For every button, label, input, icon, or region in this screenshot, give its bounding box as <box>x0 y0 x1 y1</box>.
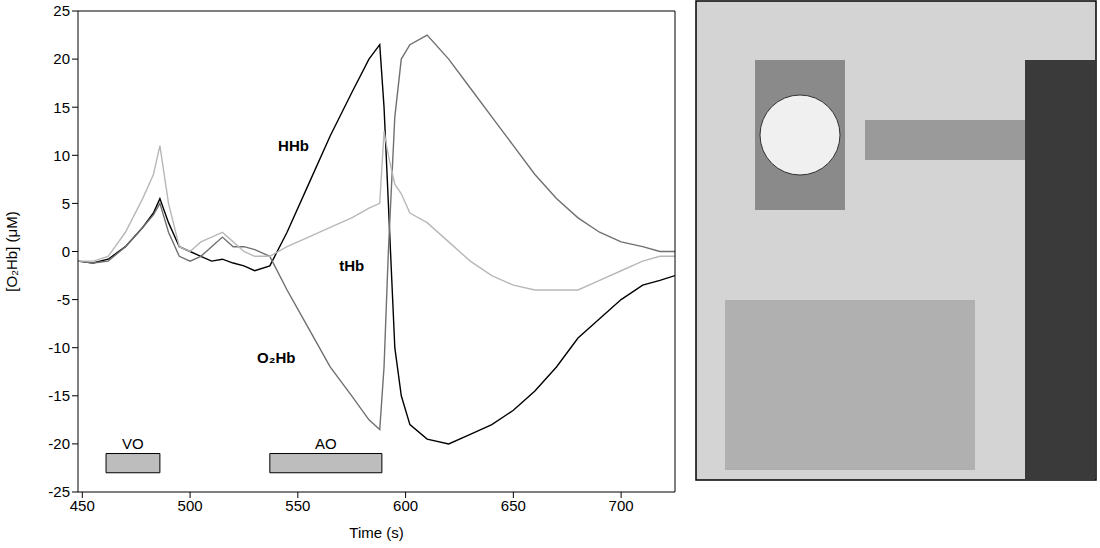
svg-text:-10: -10 <box>48 339 70 356</box>
svg-text:VO: VO <box>122 435 144 452</box>
svg-text:600: 600 <box>393 497 418 514</box>
svg-text:450: 450 <box>70 497 95 514</box>
svg-text:15: 15 <box>53 99 70 116</box>
svg-text:550: 550 <box>285 497 310 514</box>
svg-text:700: 700 <box>609 497 634 514</box>
svg-text:0: 0 <box>62 243 70 260</box>
svg-text:O₂Hb: O₂Hb <box>257 349 295 366</box>
svg-text:Time (s): Time (s) <box>349 524 403 541</box>
svg-text:-15: -15 <box>48 387 70 404</box>
svg-text:5: 5 <box>62 195 70 212</box>
svg-text:20: 20 <box>53 50 70 67</box>
svg-text:650: 650 <box>501 497 526 514</box>
svg-text:-5: -5 <box>57 291 70 308</box>
svg-text:HHb: HHb <box>278 137 309 154</box>
svg-text:-25: -25 <box>48 483 70 500</box>
svg-text:10: 10 <box>53 147 70 164</box>
svg-text:-20: -20 <box>48 435 70 452</box>
svg-text:500: 500 <box>178 497 203 514</box>
svg-text:25: 25 <box>53 2 70 19</box>
svg-text:AO: AO <box>315 435 337 452</box>
svg-text:[O₂Hb] (μM): [O₂Hb] (μM) <box>3 211 20 291</box>
svg-text:tHb: tHb <box>339 257 364 274</box>
